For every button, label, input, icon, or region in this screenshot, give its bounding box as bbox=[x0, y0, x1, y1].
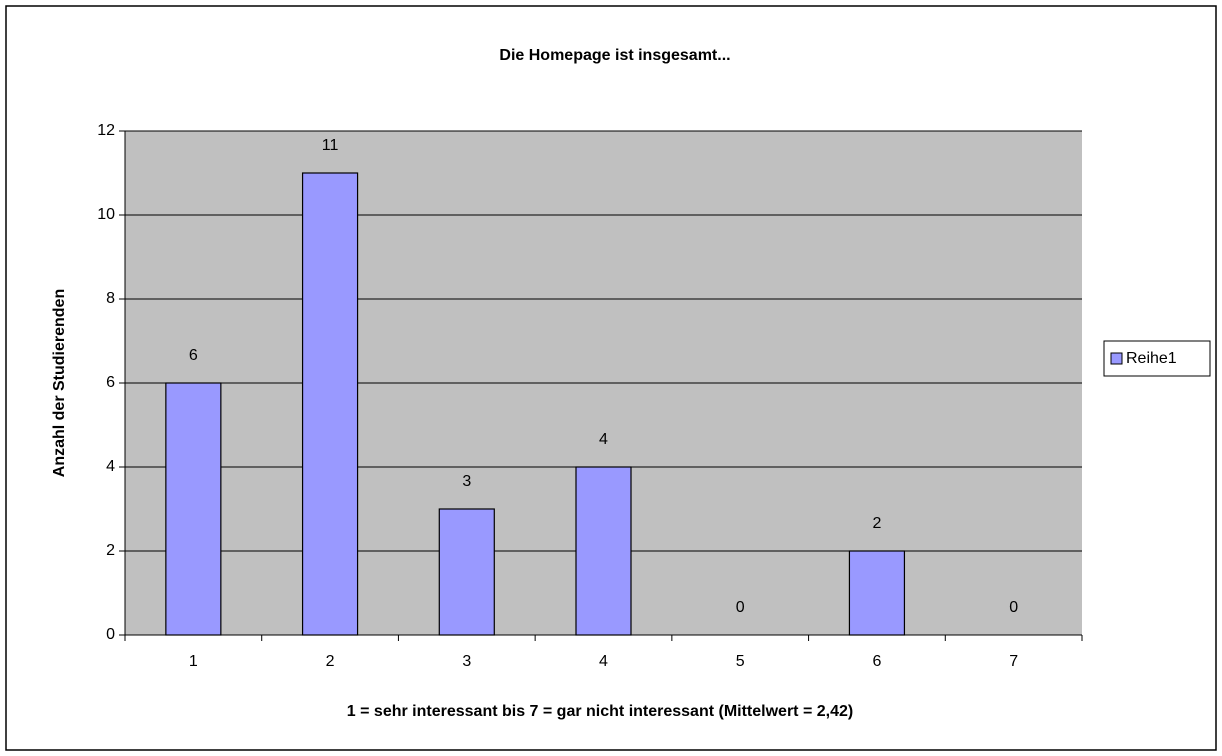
y-tick-label: 10 bbox=[97, 206, 115, 223]
bar bbox=[165, 382, 222, 636]
data-label: 4 bbox=[599, 431, 608, 448]
bar bbox=[848, 550, 906, 636]
y-tick-label: 8 bbox=[106, 290, 115, 307]
legend-label: Reihe1 bbox=[1126, 350, 1177, 367]
data-label: 0 bbox=[1009, 599, 1018, 616]
y-tick-label: 2 bbox=[106, 542, 115, 559]
x-tick-label: 6 bbox=[872, 653, 881, 670]
data-label: 11 bbox=[322, 137, 339, 154]
chart-title: Die Homepage ist insgesamt... bbox=[499, 47, 730, 64]
x-tick-label: 2 bbox=[326, 653, 335, 670]
bar bbox=[438, 508, 495, 636]
data-label: 2 bbox=[872, 515, 881, 532]
x-tick-label: 4 bbox=[599, 653, 608, 670]
y-tick-label: 6 bbox=[106, 374, 115, 391]
y-tick-label: 4 bbox=[106, 458, 115, 475]
bar bbox=[301, 172, 359, 636]
y-tick-label: 0 bbox=[106, 626, 115, 643]
legend-swatch bbox=[1110, 352, 1123, 365]
y-tick-label: 12 bbox=[97, 122, 115, 139]
data-label: 6 bbox=[189, 347, 198, 364]
data-label: 0 bbox=[736, 599, 745, 616]
x-tick-label: 1 bbox=[189, 653, 198, 670]
x-tick-label: 3 bbox=[462, 653, 471, 670]
x-axis-label: 1 = sehr interessant bis 7 = gar nicht i… bbox=[347, 703, 853, 720]
y-axis-label: Anzahl der Studierenden bbox=[51, 289, 68, 477]
bar bbox=[575, 466, 632, 636]
x-tick-label: 7 bbox=[1009, 653, 1018, 670]
x-tick-label: 5 bbox=[736, 653, 745, 670]
data-label: 3 bbox=[462, 473, 471, 490]
